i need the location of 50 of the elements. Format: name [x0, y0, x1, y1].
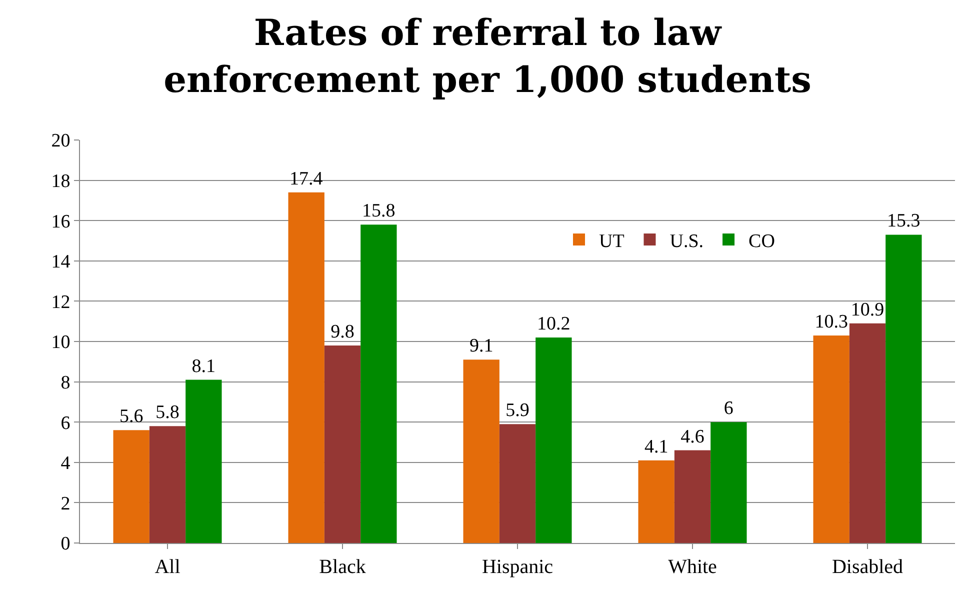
- y-tick-label: 10: [51, 332, 70, 354]
- data-label: 10.9: [850, 299, 884, 320]
- bar: [886, 234, 922, 543]
- y-tick-label: 14: [51, 252, 71, 273]
- data-label: 15.8: [362, 200, 396, 222]
- bar: [324, 346, 361, 543]
- bar: [186, 380, 222, 543]
- y-tick-label: 6: [60, 412, 70, 434]
- x-tick-label: White: [668, 556, 718, 578]
- data-label: 9.8: [330, 322, 354, 343]
- bar: [638, 460, 674, 543]
- data-label: 10.2: [537, 313, 570, 334]
- data-label: 5.8: [156, 402, 180, 424]
- x-tick-label: All: [154, 556, 181, 578]
- bar: [674, 450, 711, 543]
- data-label: 8.1: [192, 356, 216, 377]
- y-tick-label: 18: [51, 170, 70, 192]
- bar: [813, 335, 850, 543]
- legend-label: UT: [599, 230, 625, 252]
- x-tick-label: Black: [319, 556, 366, 578]
- y-tick-label: 2: [60, 493, 70, 514]
- y-tick-label: 4: [60, 453, 71, 474]
- y-tick-label: 12: [51, 292, 70, 313]
- data-label: 9.1: [469, 336, 494, 357]
- bar: [536, 337, 572, 543]
- bar: [360, 224, 397, 543]
- y-tick-label: 20: [51, 130, 70, 152]
- bar: [113, 430, 150, 543]
- bar: [149, 426, 186, 543]
- legend-label: CO: [748, 230, 775, 252]
- y-tick-label: 0: [60, 534, 70, 555]
- chart-title: Rates of referral to law enforcement per 1,000 students: [164, 12, 812, 102]
- data-label: 15.3: [887, 210, 920, 232]
- bar: [499, 424, 536, 543]
- data-label: 6: [724, 398, 734, 420]
- bar: [849, 323, 886, 543]
- data-label: 10.3: [814, 311, 848, 332]
- y-tick-label: 16: [51, 211, 70, 232]
- y-tick-label: 8: [60, 372, 70, 394]
- legend-label: U.S.: [670, 230, 704, 252]
- data-label: 5.9: [506, 400, 530, 422]
- bar: [463, 360, 500, 543]
- data-label: 17.4: [289, 168, 324, 190]
- data-label: 5.6: [119, 406, 144, 428]
- data-label: 4.6: [680, 426, 704, 448]
- x-tick-label: Disabled: [832, 556, 904, 578]
- bar: [288, 192, 324, 543]
- x-tick-label: Hispanic: [482, 556, 554, 578]
- bar: [710, 422, 747, 543]
- data-label: 4.1: [644, 436, 668, 458]
